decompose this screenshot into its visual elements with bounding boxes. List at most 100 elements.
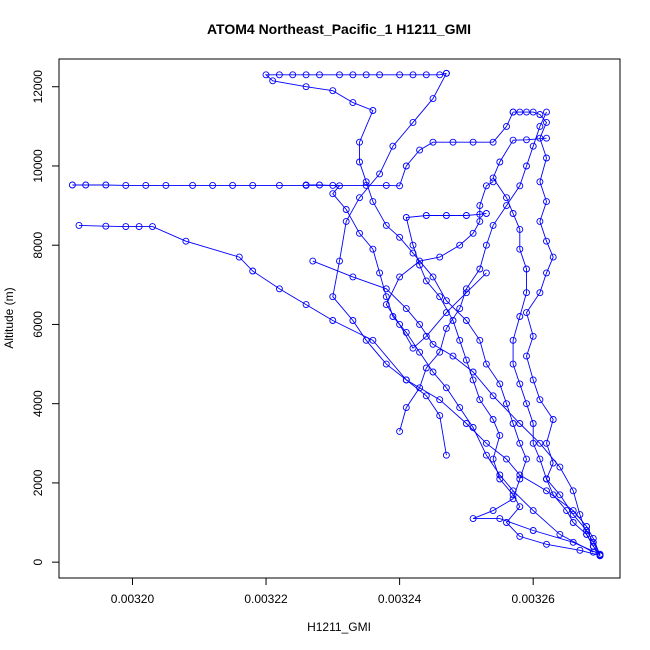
data-point (382, 181, 390, 189)
data-point (436, 348, 444, 356)
data-point (249, 267, 257, 275)
series-line (385, 181, 494, 349)
data-point (442, 69, 450, 77)
data-point (523, 400, 530, 408)
y-tick-label: 0 (31, 558, 45, 565)
data-point (249, 181, 257, 189)
data-point (336, 182, 343, 190)
data-point (122, 181, 130, 189)
data-point (543, 540, 550, 548)
data-point (476, 336, 484, 344)
x-tick-label: 0.00322 (244, 592, 288, 606)
data-point (442, 451, 450, 459)
data-point (142, 181, 150, 189)
data-point (543, 269, 550, 277)
data-point (349, 273, 357, 281)
data-point (402, 214, 410, 221)
data-point (516, 182, 524, 190)
data-point (369, 107, 377, 114)
data-point (523, 289, 530, 297)
x-axis-label: H1211_GMI (307, 620, 371, 634)
data-point (529, 420, 537, 427)
data-point (436, 253, 444, 261)
y-tick-label: 4000 (31, 390, 45, 417)
data-point (503, 400, 510, 408)
data-point (389, 142, 397, 150)
data-point (489, 507, 497, 515)
data-point (476, 396, 484, 404)
data-point (362, 178, 370, 186)
data-point (269, 77, 277, 85)
data-point (449, 317, 457, 324)
data-point (536, 178, 544, 186)
chart-title: ATOM4 Northeast_Pacific_1 H1211_GMI (207, 21, 471, 37)
data-point (396, 71, 404, 79)
data-point (529, 376, 537, 384)
data-point (482, 360, 490, 368)
data-point (523, 108, 530, 116)
data-point (102, 222, 110, 230)
data-point (456, 404, 464, 412)
data-point (436, 293, 444, 301)
data-point (482, 439, 490, 447)
data-point (302, 301, 310, 309)
data-point (456, 241, 464, 249)
data-point (416, 261, 424, 269)
data-point (549, 491, 557, 499)
data-point (543, 154, 550, 162)
data-point (376, 170, 384, 178)
data-point (436, 396, 444, 404)
data-point (543, 198, 550, 206)
data-point (476, 217, 484, 225)
data-point (422, 212, 430, 219)
data-point (102, 181, 110, 189)
data-point (556, 491, 564, 499)
data-point (442, 297, 450, 305)
data-point (409, 71, 417, 79)
data-point (329, 293, 337, 301)
data-point (543, 237, 550, 245)
series-line (78, 224, 601, 556)
flight-profile-series (489, 134, 604, 560)
data-point (442, 384, 450, 392)
data-point (516, 108, 524, 116)
data-point (543, 118, 550, 126)
data-point (489, 174, 497, 182)
data-point (503, 202, 510, 210)
data-point (235, 253, 243, 261)
data-point (509, 495, 517, 503)
data-point (503, 519, 510, 526)
data-point (356, 194, 363, 202)
data-point (529, 142, 537, 150)
data-point (489, 138, 497, 146)
data-point (389, 313, 397, 320)
data-point (489, 416, 497, 423)
data-point (442, 309, 450, 317)
x-tick-label: 0.00320 (111, 592, 155, 606)
series-line (492, 137, 601, 557)
series-line (399, 111, 547, 432)
data-point (382, 301, 390, 309)
data-point (382, 285, 390, 293)
data-point (429, 273, 437, 281)
data-point (523, 162, 530, 170)
data-point (509, 108, 517, 116)
data-point (342, 206, 350, 213)
data-point (563, 507, 571, 515)
data-point (509, 491, 517, 499)
data-point (462, 356, 470, 364)
data-point (543, 134, 550, 142)
data-point (509, 210, 517, 217)
data-point (549, 416, 557, 423)
data-point (409, 241, 417, 249)
data-point (523, 455, 530, 463)
data-point (543, 475, 550, 483)
data-point (262, 71, 270, 79)
data-point (569, 511, 577, 519)
data-point (456, 305, 464, 313)
data-point (362, 71, 370, 79)
data-point (356, 138, 363, 146)
data-point (529, 332, 537, 340)
data-point (516, 439, 524, 447)
data-point (482, 451, 490, 459)
